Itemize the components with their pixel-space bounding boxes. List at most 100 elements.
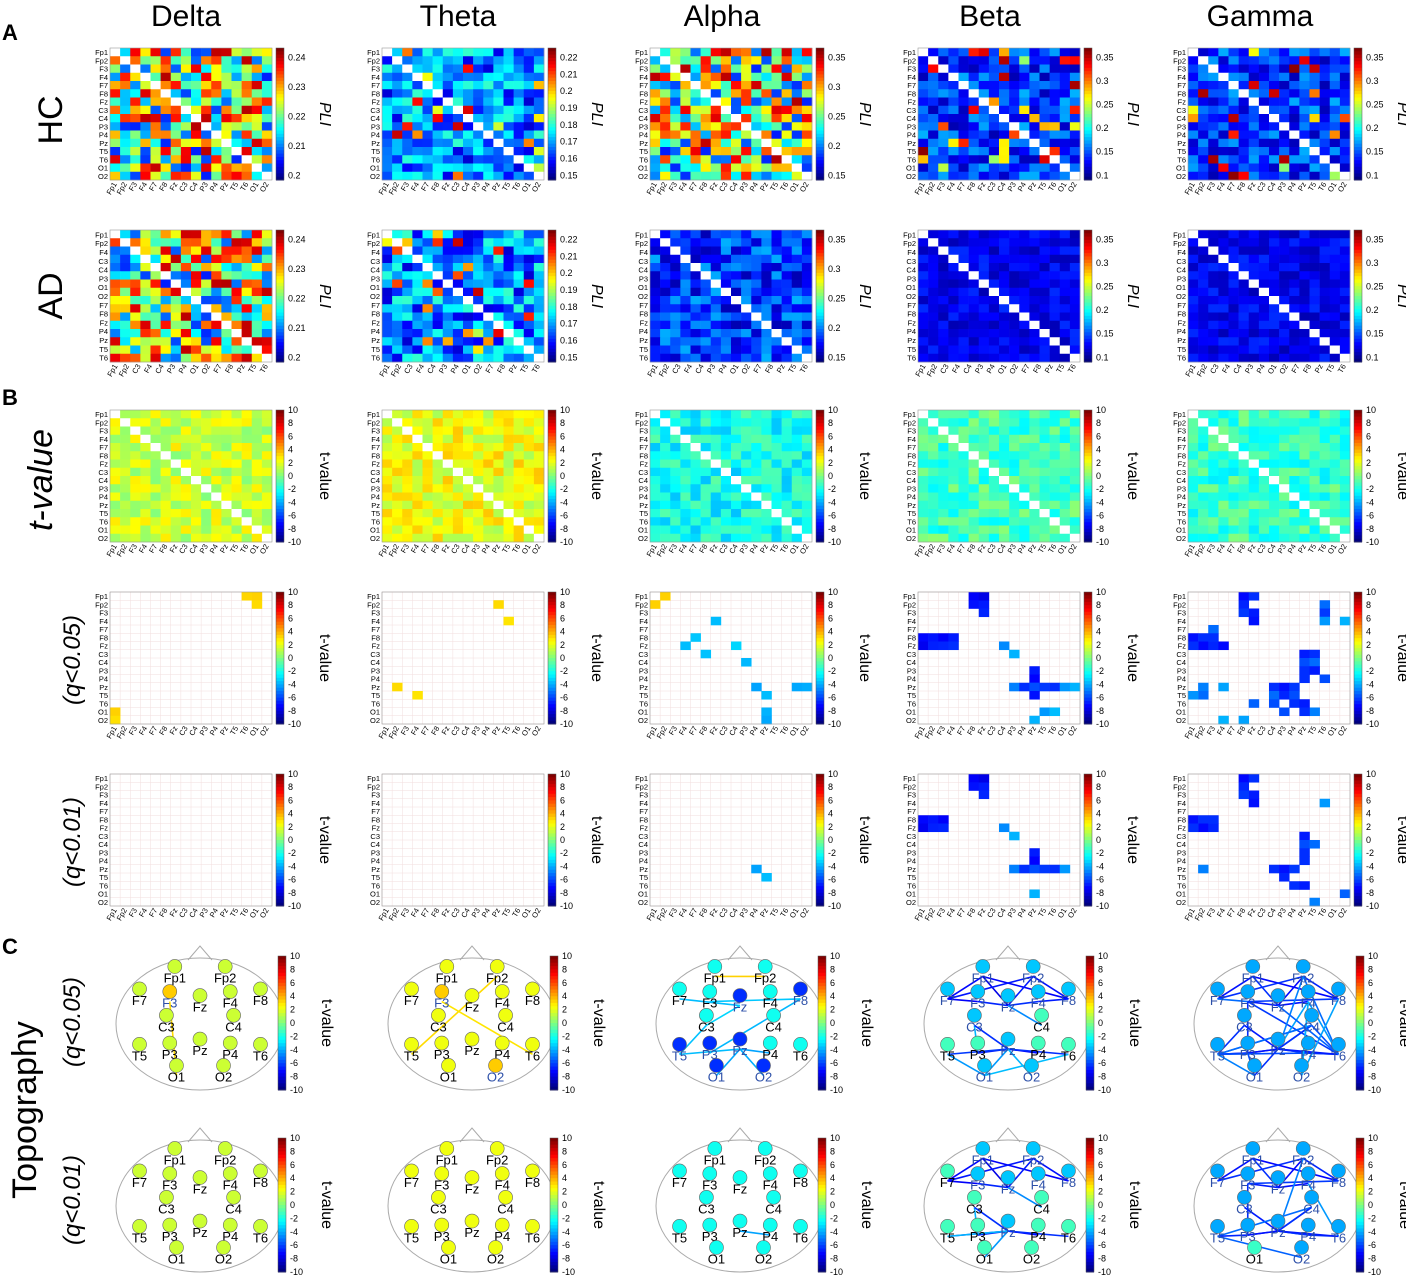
y-tick-label: F4 [371,617,380,626]
heatmap-cell [170,263,182,272]
colorbar-swatch [548,345,556,350]
heatmap-cell [231,271,242,280]
heatmap-cell [463,451,474,460]
colorbar-swatch [550,966,558,970]
y-tick-label: F4 [99,435,108,444]
colorbar-swatch [816,710,824,715]
heatmap-cell [700,263,712,272]
colorbar-swatch [548,820,556,824]
colorbar-swatch [816,863,824,867]
x-tick-label: Pz [758,180,770,192]
heatmap-cell [251,89,263,98]
colorbar-swatch [550,1033,558,1037]
colorbar-tick-label: 0.15 [560,170,578,180]
heatmap-cell [402,271,413,280]
heatmap-cell [720,89,732,98]
heatmap-cell [422,500,433,510]
heatmap-cell [533,171,545,181]
heatmap-cell [261,525,273,535]
colorbar-tick-label: 0.19 [560,285,578,295]
electrode-node [169,1240,184,1255]
colorbar-swatch [278,1215,286,1219]
colorbar-tick-label: -10 [288,537,301,547]
colorbar-tick-label: -10 [830,1267,843,1277]
x-tick-label: O2 [739,363,752,376]
heatmap-cell [422,492,433,502]
heatmap-cell [140,254,151,264]
colorbar-swatch [1084,48,1092,52]
y-tick-label: F4 [639,617,648,626]
colorbar-swatch [276,345,284,350]
heatmap-cell [761,89,772,98]
heatmap-cell [710,476,722,485]
heatmap-cell [741,296,752,305]
heatmap-cell [452,345,464,355]
heatmap-cell [392,312,403,322]
heatmap-cell [503,467,514,477]
heatmap-cell [251,271,263,280]
x-tick-label: O2 [258,543,271,556]
heatmap-cell [483,81,494,90]
heatmap-cell [660,476,671,485]
colorbar-swatch [550,1073,558,1078]
heatmap-cell [771,56,782,65]
heatmap-cell [791,147,803,156]
colorbar-swatch [816,97,824,102]
heatmap-cell [402,312,413,322]
y-tick-label: P4 [639,675,648,684]
x-tick-label: Pz [218,542,230,554]
colorbar-swatch [548,130,556,135]
x-tick-label: T5 [768,907,780,919]
heatmap-cell [650,476,661,485]
heatmap-cell [801,238,813,247]
x-tick-label: T5 [518,363,530,375]
electrode-label: C3 [430,1019,447,1034]
colorbar-swatch [816,355,824,360]
colorbar-swatch [816,246,824,251]
heatmap-cell [710,434,722,444]
heatmap-cell [241,147,253,156]
heatmap-cell [958,105,969,115]
colorbar-swatch [276,100,284,105]
electrode-label: Pz [732,1043,747,1058]
heatmap-cell [660,287,671,297]
heatmap-cell [221,533,232,543]
y-tick-label: O1 [638,890,648,899]
colorbar-swatch [548,621,556,626]
y-tick-label: Fp1 [635,48,648,57]
heatmap-cell [392,64,403,74]
heatmap-cell [680,410,691,419]
y-tick-label: O2 [98,172,108,181]
heatmap-cell [160,64,172,74]
heatmap-cell [170,345,182,355]
heatmap-cell [700,81,712,90]
heatmap-cell [1049,64,1061,74]
heatmap-cell [382,517,393,526]
heatmap-cell [442,56,454,65]
heatmap-cell [140,434,151,444]
heatmap-cell [771,353,782,363]
heatmap-cell [513,122,525,131]
heatmap-cell [1069,114,1081,123]
y-tick-label: T5 [639,345,648,354]
colorbar-swatch [278,1046,286,1051]
y-tick-label: Fp1 [903,230,916,239]
colorbar-swatch [550,1205,558,1209]
heatmap-cell [988,122,1000,131]
heatmap-cell [110,500,121,510]
heatmap-cell [1029,329,1040,338]
heatmap-cell [170,509,182,518]
y-tick-label: C4 [370,114,380,123]
heatmap-cell [918,122,929,131]
heatmap-cell [180,459,192,469]
colorbar-swatch [816,644,824,649]
colorbar-swatch [548,342,556,346]
heatmap-cell [948,238,959,247]
colorbar-swatch [548,443,556,447]
heatmap-cell [191,434,202,444]
heatmap-cell [781,492,793,502]
colorbar-swatch [276,439,284,444]
heatmap-cell [463,492,474,502]
colorbar-swatch [276,876,284,881]
heatmap-cell [160,467,172,477]
